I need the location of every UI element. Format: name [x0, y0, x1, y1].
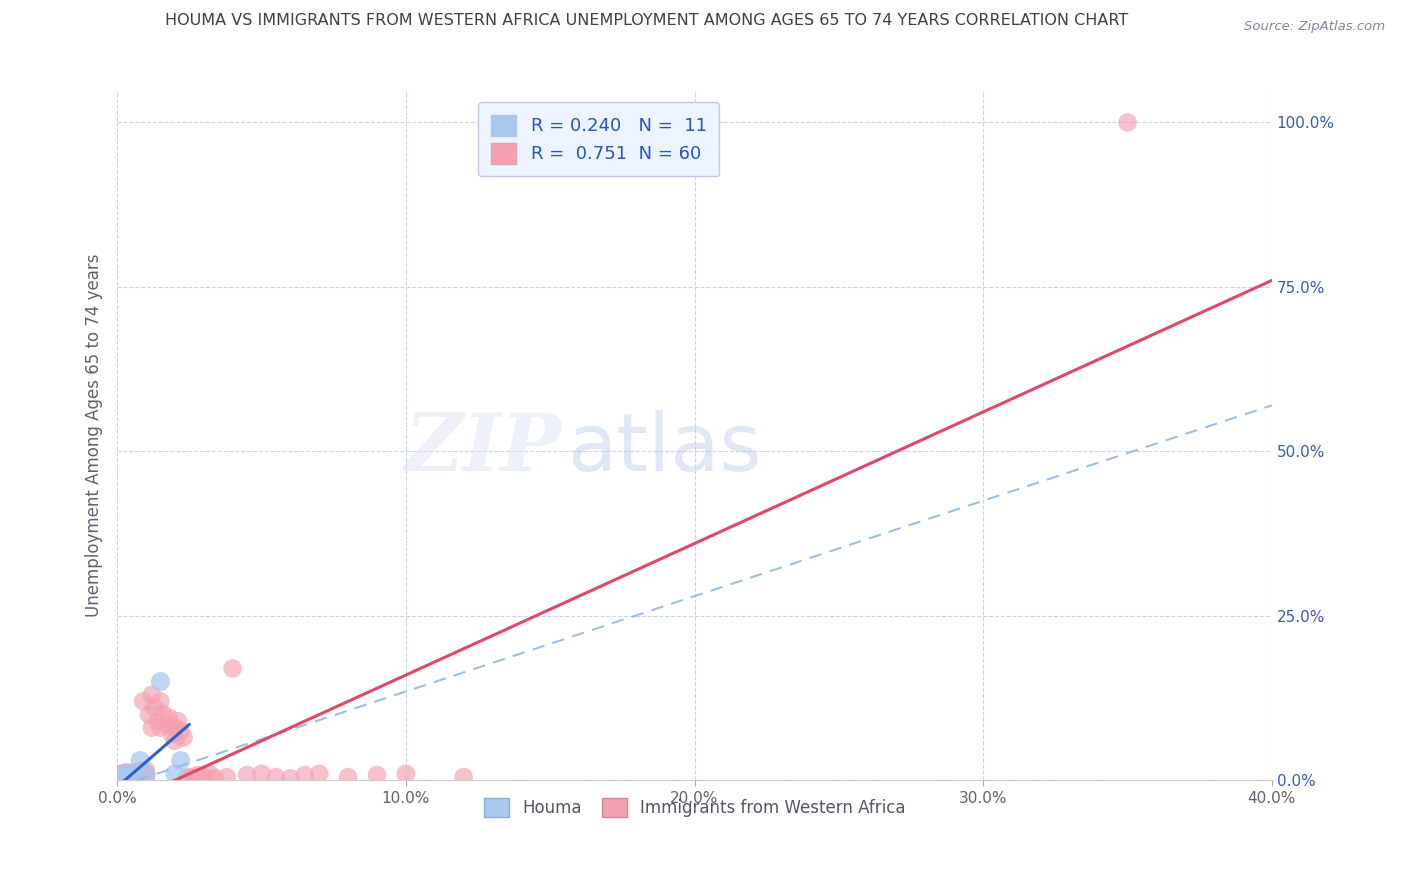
Point: [108, 770, 131, 784]
Point: [264, 770, 287, 784]
Text: atlas: atlas: [568, 409, 762, 488]
Point: [124, 766, 146, 780]
Point: [179, 770, 201, 784]
Text: Source: ZipAtlas.com: Source: ZipAtlas.com: [1244, 20, 1385, 33]
Point: [221, 661, 243, 675]
Point: [132, 694, 155, 708]
Point: [236, 768, 259, 782]
Point: [143, 701, 166, 715]
Point: [157, 711, 180, 725]
Point: [163, 721, 186, 735]
Point: [118, 770, 141, 784]
Point: [141, 721, 163, 735]
Point: [149, 674, 172, 689]
Point: [163, 766, 186, 780]
Point: [132, 768, 155, 782]
Point: [108, 770, 131, 784]
Point: [204, 772, 226, 786]
Point: [138, 707, 160, 722]
Point: [146, 714, 169, 728]
Point: [193, 770, 215, 784]
Point: [121, 768, 143, 782]
Point: [160, 727, 183, 741]
Point: [294, 768, 316, 782]
Point: [129, 754, 152, 768]
Point: [124, 770, 146, 784]
Point: [198, 766, 221, 780]
Point: [121, 772, 143, 786]
Y-axis label: Unemployment Among Ages 65 to 74 years: Unemployment Among Ages 65 to 74 years: [86, 253, 103, 616]
Point: [124, 766, 146, 780]
Point: [135, 770, 157, 784]
Point: [115, 772, 138, 786]
Point: [163, 734, 186, 748]
Point: [141, 688, 163, 702]
Point: [149, 694, 172, 708]
Point: [176, 772, 198, 786]
Point: [215, 770, 238, 784]
Point: [135, 766, 157, 780]
Point: [337, 770, 360, 784]
Point: [127, 768, 149, 782]
Point: [250, 766, 273, 780]
Point: [308, 766, 330, 780]
Point: [170, 754, 193, 768]
Point: [118, 770, 141, 784]
Point: [166, 714, 188, 728]
Point: [115, 766, 138, 780]
Point: [453, 770, 475, 784]
Point: [111, 766, 134, 780]
Point: [173, 731, 195, 745]
Point: [155, 717, 177, 731]
Point: [111, 770, 134, 784]
Point: [395, 766, 418, 780]
Point: [129, 766, 152, 780]
Point: [1116, 115, 1139, 129]
Point: [187, 768, 209, 782]
Text: HOUMA VS IMMIGRANTS FROM WESTERN AFRICA UNEMPLOYMENT AMONG AGES 65 TO 74 YEARS C: HOUMA VS IMMIGRANTS FROM WESTERN AFRICA …: [165, 13, 1129, 29]
Point: [118, 766, 141, 780]
Point: [108, 766, 131, 780]
Point: [121, 768, 143, 782]
Legend: Houma, Immigrants from Western Africa: Houma, Immigrants from Western Africa: [477, 791, 912, 824]
Point: [115, 765, 138, 780]
Point: [115, 768, 138, 782]
Point: [170, 723, 193, 738]
Point: [129, 770, 152, 784]
Point: [152, 707, 174, 722]
Point: [111, 770, 134, 784]
Point: [127, 765, 149, 780]
Point: [129, 764, 152, 778]
Point: [149, 721, 172, 735]
Point: [135, 766, 157, 780]
Point: [181, 772, 204, 786]
Point: [280, 772, 302, 786]
Point: [366, 768, 388, 782]
Point: [121, 765, 143, 780]
Point: [135, 764, 157, 778]
Text: ZIP: ZIP: [405, 410, 562, 488]
